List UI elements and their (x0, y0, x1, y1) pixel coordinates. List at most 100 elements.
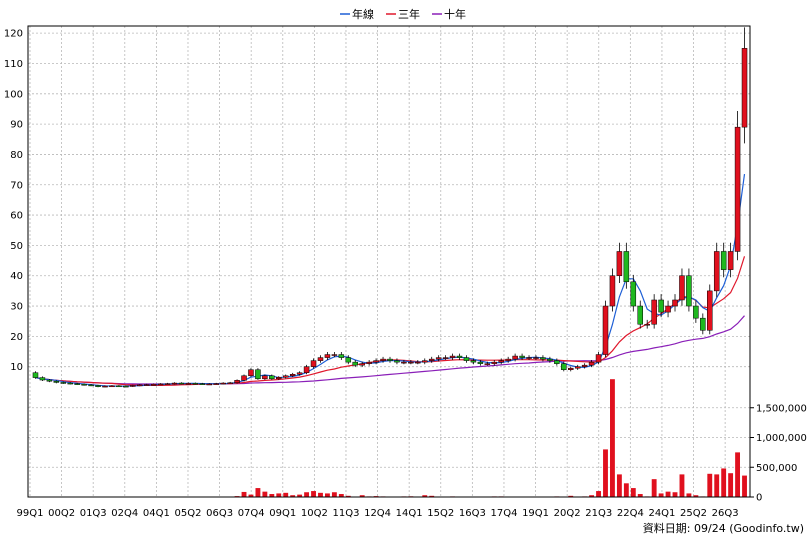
candle-body (317, 357, 324, 361)
volume-bar (714, 474, 720, 497)
volume-tick-label: 1,500,000 (756, 403, 807, 414)
volume-bar (665, 491, 671, 497)
candle-body (234, 380, 240, 383)
candlesticks (32, 27, 748, 388)
candle-body (359, 363, 365, 366)
volume-bar (568, 495, 574, 497)
candle-body (143, 384, 150, 386)
volume-bar (338, 494, 344, 497)
candle-body (616, 251, 623, 276)
candle-body (651, 299, 657, 325)
candle-body (394, 360, 400, 363)
candle-body (720, 251, 727, 270)
price-tick-label: 110 (4, 59, 23, 70)
candle-body (734, 126, 741, 252)
price-tick-label: 70 (10, 180, 23, 191)
candle-body (220, 382, 226, 385)
volume-bar (304, 492, 310, 497)
candle-body (401, 361, 407, 364)
volume-tick-label: 500,000 (756, 463, 797, 474)
x-tick-label: 26Q3 (712, 508, 739, 519)
volume-bar (345, 495, 351, 497)
price-tick-label: 90 (10, 120, 23, 131)
volume-bar (616, 474, 622, 497)
candle-body (644, 323, 650, 326)
volume-bar (623, 483, 629, 497)
volume-tick-label: 0 (756, 493, 762, 504)
x-tick-label: 99Q1 (17, 508, 44, 519)
candle-body (324, 354, 331, 358)
candle-body (547, 358, 553, 361)
axes (27, 25, 754, 498)
candle-body (192, 383, 199, 385)
candle-body (693, 305, 699, 319)
candle-body (53, 380, 60, 383)
candle-body (588, 361, 595, 366)
candle-body (554, 360, 560, 364)
candle-body (227, 382, 233, 384)
volume-bar (269, 494, 275, 497)
candle-body (352, 361, 358, 366)
candle-body (533, 357, 539, 359)
candle-body (463, 357, 470, 361)
moving-average-lines (35, 174, 746, 387)
candle-body (637, 305, 644, 325)
volume-bar (630, 488, 636, 497)
volume-bar (318, 492, 323, 497)
volume-bar (297, 494, 303, 497)
candle-body (456, 355, 463, 358)
x-tick-label: 01Q3 (80, 508, 107, 519)
volume-bar (290, 495, 296, 497)
candle-body (574, 366, 581, 369)
candle-body (435, 357, 442, 360)
candle-body (387, 358, 393, 361)
candle-body (102, 385, 108, 388)
price-tick-label: 20 (10, 332, 23, 343)
candle-body (199, 383, 206, 385)
candle-body (484, 363, 491, 365)
candle-body (415, 361, 421, 364)
price-tick-label: 40 (10, 271, 23, 282)
candle-body (157, 383, 164, 386)
volume-bar (325, 493, 330, 497)
x-tick-label: 12Q4 (364, 508, 391, 519)
candle-body (241, 375, 247, 381)
candle-body (713, 251, 720, 292)
candle-body (561, 363, 567, 370)
candle-body (498, 360, 504, 363)
candle-body (658, 299, 664, 313)
candle-body (609, 275, 616, 307)
grid (28, 26, 750, 498)
volume-bar (283, 492, 289, 497)
volume-bar (651, 479, 657, 497)
x-tick-label: 07Q4 (238, 508, 265, 519)
candle-body (380, 358, 386, 361)
x-tick-label: 10Q2 (301, 508, 328, 519)
candle-body (449, 355, 456, 358)
x-tick-label: 11Q3 (332, 508, 359, 519)
volume-bar (637, 494, 643, 497)
candle-body (296, 372, 303, 375)
x-tick-label: 05Q2 (175, 508, 202, 519)
candle-body (206, 383, 213, 386)
candle-body (700, 317, 706, 331)
volume-bar (359, 495, 365, 497)
candle-body (164, 383, 171, 385)
x-tick-label: 25Q2 (680, 508, 707, 519)
candle-body (679, 275, 685, 301)
candle-body (741, 48, 748, 128)
candle-body (67, 382, 73, 385)
candle-body (303, 366, 310, 373)
candle-body (178, 382, 185, 385)
legend-label-three-year: 三年 (398, 7, 420, 21)
x-tick-label: 19Q1 (522, 508, 549, 519)
price-tick-label: 30 (10, 302, 23, 313)
legend: 年線 三年 十年 (340, 7, 466, 21)
candle-body (630, 281, 637, 307)
candle-body (81, 384, 87, 386)
tick-labels: 99Q1 00Q2 01Q3 02Q4 04Q1 05Q2 06Q3 07Q4 09Q1 10Q2… (4, 29, 807, 519)
candle-body (595, 354, 602, 363)
candle-body (185, 383, 192, 385)
candle-body (686, 275, 692, 307)
